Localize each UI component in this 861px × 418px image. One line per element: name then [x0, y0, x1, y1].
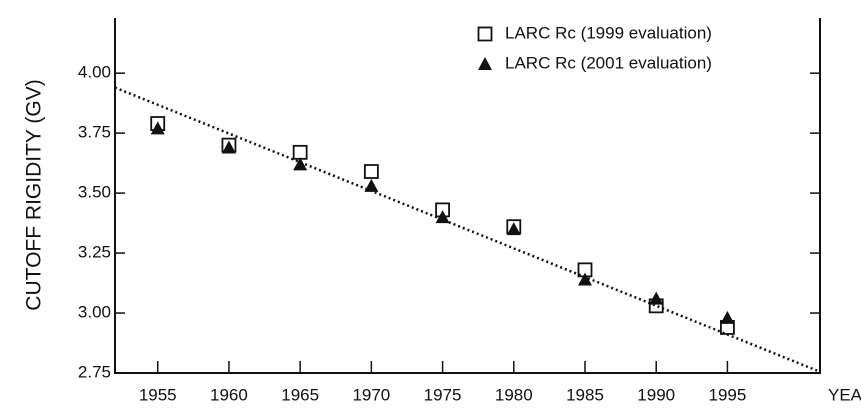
legend-marker — [478, 57, 492, 70]
x-tick-label: 1975 — [424, 385, 462, 404]
data-point — [221, 140, 236, 154]
x-tick-label: 1995 — [709, 385, 747, 404]
y-tick-label: 3.75 — [78, 123, 111, 142]
y-tick-label: 4.00 — [78, 63, 111, 82]
legend-marker — [477, 26, 493, 42]
x-tick-label: 1990 — [637, 385, 675, 404]
data-point — [150, 121, 165, 135]
data-point — [506, 222, 521, 236]
y-tick-label: 3.50 — [78, 183, 111, 202]
x-tick-label: 1965 — [281, 385, 319, 404]
y-tick-label: 3.25 — [78, 243, 111, 262]
x-tick-label: 1955 — [139, 385, 177, 404]
data-point — [292, 144, 308, 160]
legend-label: LARC Rc (1999 evaluation) — [505, 23, 712, 42]
x-axis-label: YEAR — [828, 385, 861, 404]
x-tick-label: 1970 — [352, 385, 390, 404]
legend-label: LARC Rc (2001 evaluation) — [505, 53, 712, 72]
data-point — [649, 291, 664, 305]
x-tick-label: 1960 — [210, 385, 248, 404]
data-point — [293, 157, 308, 171]
x-tick-label: 1985 — [566, 385, 604, 404]
data-point — [578, 272, 592, 286]
data-point — [720, 310, 735, 324]
axis-frame — [114, 18, 821, 374]
trend-line — [114, 86, 821, 373]
data-point — [435, 210, 450, 224]
y-tick-label: 3.00 — [78, 303, 111, 322]
data-point — [363, 164, 379, 179]
y-axis-label: CUTOFF RIGIDITY (GV) — [23, 79, 46, 310]
x-tick-label: 1980 — [495, 385, 533, 404]
y-tick-label: 2.75 — [78, 362, 111, 381]
data-point — [364, 178, 379, 192]
